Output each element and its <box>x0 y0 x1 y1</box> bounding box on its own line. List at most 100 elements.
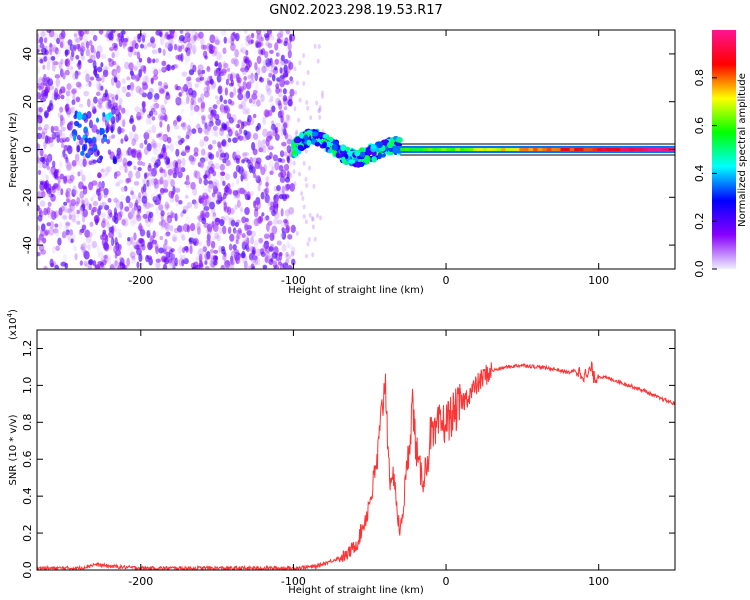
heatmap-cell <box>240 67 246 73</box>
heatmap-cell <box>217 144 222 149</box>
heatmap-cell <box>136 151 142 161</box>
heatmap-cell <box>409 148 415 151</box>
heatmap-cell <box>87 150 93 155</box>
heatmap-cell <box>624 148 630 151</box>
heatmap-cell <box>123 185 128 192</box>
heatmap-cell <box>204 265 210 269</box>
heatmap-cell <box>97 102 103 108</box>
heatmap-cell <box>128 131 134 140</box>
heatmap-cell <box>271 166 275 176</box>
heatmap-cell <box>62 215 68 221</box>
heatmap-cell <box>65 90 71 97</box>
heatmap-cell <box>132 35 139 42</box>
heatmap-cell <box>91 102 95 111</box>
heatmap-cell <box>193 170 198 179</box>
heatmap-cell <box>184 194 189 199</box>
heatmap-cell <box>165 92 171 100</box>
heatmap-cell <box>205 163 211 169</box>
heatmap-cell <box>254 49 258 56</box>
heatmap-cell <box>107 197 112 203</box>
heatmap-cell <box>218 185 222 191</box>
heatmap-cell <box>72 185 77 195</box>
heatmap-cell <box>555 148 562 151</box>
heatmap-cell <box>120 138 124 144</box>
heatmap-cell <box>276 127 281 134</box>
heatmap-cell <box>79 260 84 266</box>
heatmap-cell <box>242 152 248 157</box>
heatmap-cell <box>268 130 272 137</box>
heatmap-cell <box>204 260 208 265</box>
heatmap-cell <box>211 177 218 183</box>
heatmap-cell <box>203 206 210 211</box>
heatmap-cell <box>50 50 56 57</box>
heatmap-cell <box>269 207 274 213</box>
heatmap-cell <box>141 81 147 86</box>
heatmap-cell <box>304 148 308 154</box>
heatmap-cell <box>106 138 111 145</box>
heatmap-cell <box>298 60 302 66</box>
heatmap-cell <box>287 234 293 240</box>
heatmap-cell <box>180 254 187 261</box>
heatmap-cell <box>285 114 290 121</box>
heatmap-cell <box>185 134 190 140</box>
heatmap-cell <box>115 182 120 187</box>
heatmap-cell <box>100 181 106 191</box>
heatmap-cell <box>423 148 429 151</box>
heatmap-cell <box>302 213 306 219</box>
heatmap-cell <box>98 186 105 192</box>
heatmap-cell <box>198 260 203 268</box>
heatmap-cell <box>546 148 552 151</box>
heatmap-cell <box>264 255 269 263</box>
heatmap-cell <box>615 148 621 151</box>
heatmap-cell <box>276 32 283 39</box>
heatmap-cell <box>111 119 116 128</box>
heatmap-cell <box>170 179 175 188</box>
heatmap-cell <box>196 222 201 231</box>
heatmap-cell <box>154 44 160 50</box>
heatmap-cell <box>286 156 291 164</box>
heatmap-cell <box>53 92 59 98</box>
heatmap-cell <box>42 181 49 190</box>
snr-plot-area <box>37 361 675 570</box>
heatmap-cell <box>287 265 293 269</box>
heatmap-cell <box>283 106 288 111</box>
heatmap-cell <box>214 131 219 137</box>
heatmap-cell <box>121 219 127 226</box>
heatmap-cell <box>101 95 107 102</box>
heatmap-cell <box>70 106 76 114</box>
heatmap-cell <box>157 81 163 87</box>
heatmap-cell <box>216 193 222 201</box>
heatmap-cell <box>136 33 141 40</box>
heatmap-cell <box>180 101 187 106</box>
heatmap-cell <box>87 58 94 64</box>
heatmap-cell <box>104 166 110 176</box>
heatmap-cell <box>99 85 104 91</box>
heatmap-cell <box>66 83 72 91</box>
heatmap-cell <box>65 229 70 236</box>
heatmap-cell <box>205 194 209 200</box>
heatmap-cell <box>172 123 178 130</box>
heatmap-cell <box>199 161 204 168</box>
heatmap-cell <box>313 43 317 49</box>
heatmap-cell <box>175 85 182 91</box>
heatmap-cell <box>138 222 143 232</box>
heatmap-cell <box>223 36 227 44</box>
heatmap-cell <box>220 69 227 76</box>
heatmap-cell <box>223 99 228 105</box>
heatmap-cell <box>107 149 112 155</box>
heatmap-cell <box>292 169 296 175</box>
heatmap-cell <box>41 77 46 83</box>
heatmap-cell <box>192 187 198 196</box>
heatmap-cell <box>99 201 105 209</box>
heatmap-cell <box>138 68 143 78</box>
heatmap-cell <box>250 72 254 80</box>
heatmap-cell <box>135 195 142 204</box>
heatmap-cell <box>97 192 102 202</box>
heatmap-cell <box>230 250 235 259</box>
heatmap-cell <box>43 37 48 44</box>
heatmap-cell <box>114 253 118 259</box>
heatmap-cell <box>79 197 84 205</box>
heatmap-cell <box>80 246 86 251</box>
heatmap-cell <box>200 103 205 113</box>
heatmap-cell <box>45 174 49 181</box>
